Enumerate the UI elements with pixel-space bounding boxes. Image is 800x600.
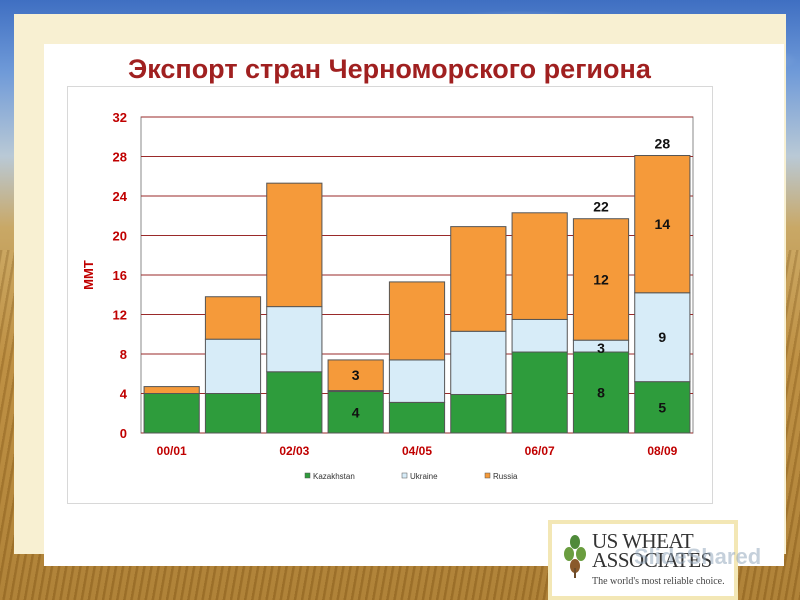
- data-label: 9: [658, 329, 666, 345]
- logo-line-1: US WHEAT: [592, 529, 694, 553]
- legend-swatch: [484, 472, 491, 479]
- stacked-bar-chart: 0 4 8 12 16 20 24 28 32 ММТ 00/01 02/03 04/05 06/07 08…: [81, 110, 694, 481]
- bar-ukraine: [634, 292, 691, 383]
- legend-label: Russia: [493, 472, 518, 481]
- data-label: 14: [655, 216, 671, 232]
- data-label: 8: [597, 385, 605, 401]
- y-tick-label: 20: [113, 229, 127, 244]
- data-label: 3: [597, 340, 605, 356]
- y-tick-label: 16: [113, 268, 127, 283]
- us-wheat-logo: US WHEAT ASSOCIATES SlideShared The worl…: [548, 520, 761, 600]
- logo-text: US WHEAT ASSOCIATES: [592, 529, 712, 572]
- bar-ukraine: [450, 330, 507, 395]
- total-label: 22: [593, 199, 609, 215]
- wheat-emblem-icon: [564, 535, 586, 578]
- bar-ukraine: [204, 338, 262, 394]
- x-tick-label: 00/01: [157, 444, 187, 458]
- bar-kazakhstan: [511, 351, 568, 434]
- bar-kazakhstan: [634, 381, 691, 434]
- y-axis-label: ММТ: [81, 260, 96, 290]
- legend-label: Ukraine: [410, 472, 438, 481]
- bar-kazakhstan: [143, 393, 200, 434]
- bar-russia: [143, 386, 200, 394]
- x-tick-label: 08/09: [647, 444, 677, 458]
- x-tick-label: 04/05: [402, 444, 432, 458]
- legend-swatch: [304, 472, 311, 479]
- bar-russia: [266, 182, 323, 308]
- logo-line-2: ASSOCIATES: [592, 548, 712, 572]
- bar-russia: [388, 281, 446, 361]
- x-tick-label: 06/07: [525, 444, 555, 458]
- bar-kazakhstan: [266, 371, 323, 434]
- y-tick-label: 12: [113, 308, 127, 323]
- bar-russia: [634, 155, 691, 294]
- y-tick-label: 0: [120, 426, 127, 441]
- bar-russia: [204, 296, 262, 340]
- logo-tagline: The world's most reliable choice.: [592, 576, 725, 587]
- data-label: 3: [352, 367, 360, 383]
- legend-label: Kazakhstan: [313, 472, 355, 481]
- legend-swatch: [401, 472, 408, 479]
- y-tick-label: 32: [113, 110, 127, 125]
- x-tick-label: 02/03: [279, 444, 309, 458]
- slide-title: Экспорт стран Черноморского региона: [128, 54, 651, 84]
- bar-russia: [511, 212, 568, 320]
- data-label: 12: [593, 271, 609, 287]
- bar-ukraine: [266, 306, 323, 373]
- data-label: 5: [658, 399, 666, 415]
- bar-kazakhstan: [204, 393, 262, 434]
- bar-russia: [572, 218, 630, 341]
- total-label: 28: [655, 136, 671, 152]
- bar-ukraine: [388, 359, 446, 403]
- bar-kazakhstan: [572, 351, 630, 434]
- y-tick-label: 8: [120, 347, 127, 362]
- bar-kazakhstan: [450, 393, 507, 434]
- bar-kazakhstan: [388, 401, 446, 434]
- bar-ukraine: [511, 318, 568, 353]
- y-tick-label: 4: [120, 387, 128, 402]
- bar-russia: [327, 359, 384, 392]
- y-tick-label: 24: [113, 189, 128, 204]
- y-tick-label: 28: [113, 150, 127, 165]
- bar-russia: [450, 226, 507, 332]
- watermark-text: SlideShared: [634, 544, 762, 569]
- data-label: 4: [352, 404, 360, 420]
